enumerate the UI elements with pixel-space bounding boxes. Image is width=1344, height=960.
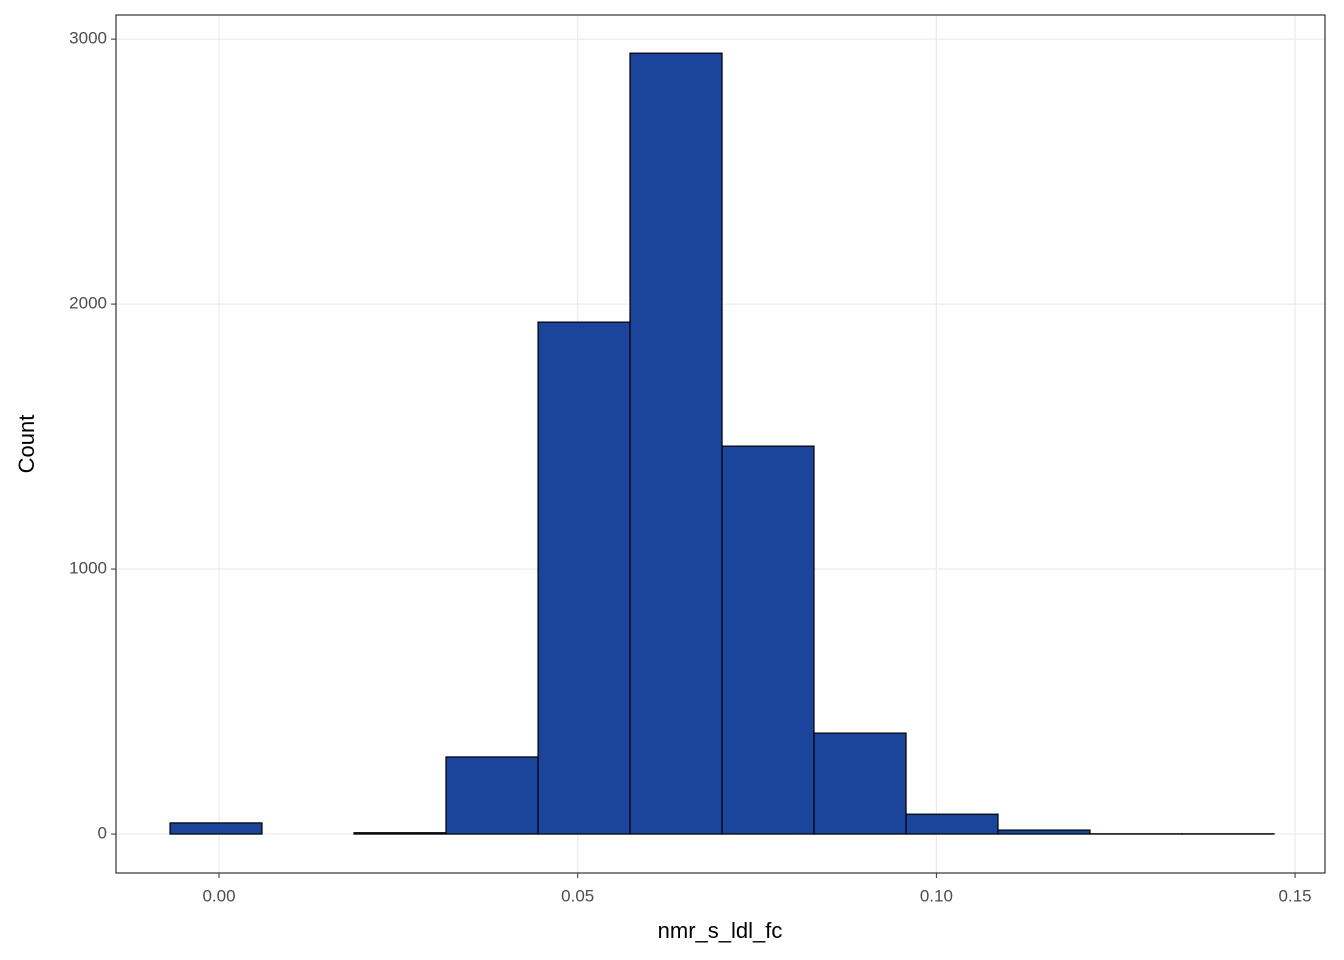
y-axis-title: Count	[14, 415, 39, 474]
bar	[997, 829, 1091, 835]
bar	[905, 813, 999, 835]
x-tick-label: 0.00	[202, 886, 235, 905]
bar	[813, 732, 907, 835]
y-tick-label: 2000	[69, 294, 107, 313]
x-axis-title: nmr_s_ldl_fc	[658, 918, 783, 943]
panel-border	[115, 14, 1326, 874]
bar	[721, 445, 815, 835]
bar	[629, 52, 723, 835]
y-tick-label: 3000	[69, 29, 107, 48]
x-tick-label: 0.05	[561, 886, 594, 905]
y-tick-label: 0	[98, 824, 107, 843]
y-tick-label: 1000	[69, 559, 107, 578]
bar	[169, 822, 263, 835]
bar	[537, 321, 631, 835]
bar	[445, 756, 539, 835]
x-tick-label: 0.10	[920, 886, 953, 905]
x-tick-label: 0.15	[1279, 886, 1312, 905]
bar	[353, 832, 447, 835]
